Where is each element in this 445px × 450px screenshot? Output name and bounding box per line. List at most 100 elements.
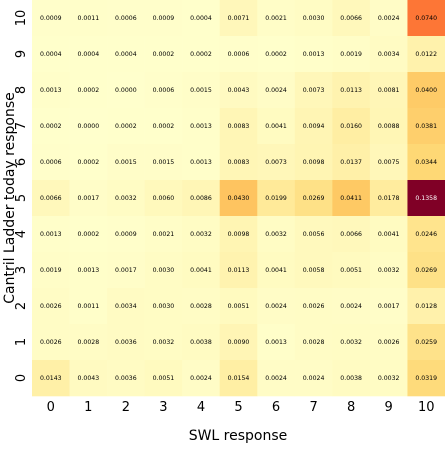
heatmap-cell-r6-c7 bbox=[294, 144, 333, 181]
cell-value-label: 0.0015 bbox=[153, 159, 175, 166]
heatmap-cell-r9-c1 bbox=[69, 36, 108, 73]
cell-value-label: 0.0026 bbox=[40, 303, 62, 310]
cell-value-label: 0.0032 bbox=[340, 339, 362, 346]
heatmap-cell-r5-c3 bbox=[144, 180, 183, 217]
heatmap-cell-r3-c7 bbox=[294, 252, 333, 289]
heatmap-cell-r1-c8 bbox=[332, 324, 371, 361]
cell-value-label: 0.0028 bbox=[303, 339, 325, 346]
heatmap-cell-r10-c9 bbox=[369, 0, 408, 37]
cell-value-label: 0.0122 bbox=[415, 51, 437, 58]
heatmap-cell-r4-c0 bbox=[32, 216, 70, 253]
x-tick-label: 5 bbox=[234, 400, 242, 415]
heatmap-cell-r7-c0 bbox=[32, 108, 70, 145]
cell-value-label: 0.0381 bbox=[415, 123, 437, 130]
heatmap-cell-r0-c7 bbox=[294, 360, 333, 397]
heatmap-cell-r5-c4 bbox=[182, 180, 221, 217]
heatmap-cell-r4-c10 bbox=[407, 216, 445, 253]
cell-value-label: 0.0004 bbox=[77, 51, 99, 58]
cell-value-label: 0.0066 bbox=[340, 15, 362, 22]
cell-value-label: 0.0021 bbox=[265, 15, 287, 22]
cell-value-label: 0.0032 bbox=[153, 339, 175, 346]
cell-value-label: 0.0030 bbox=[153, 267, 175, 274]
cell-value-label: 0.0137 bbox=[340, 159, 362, 166]
cell-value-label: 0.0032 bbox=[378, 267, 400, 274]
y-tick-label: 0 bbox=[14, 374, 29, 382]
heatmap-cell-r0-c1 bbox=[69, 360, 108, 397]
cell-value-label: 0.0024 bbox=[190, 375, 212, 382]
heatmap-cell-r5-c1 bbox=[69, 180, 108, 217]
heatmap-cell-r8-c0 bbox=[32, 72, 70, 109]
y-tick-label: 2 bbox=[14, 302, 29, 310]
cell-value-label: 0.0024 bbox=[303, 375, 325, 382]
heatmap-cell-r9-c8 bbox=[332, 36, 371, 73]
heatmap-cell-r10-c0 bbox=[32, 0, 70, 37]
cell-value-label: 0.0430 bbox=[228, 195, 250, 202]
heatmap-cell-r9-c3 bbox=[144, 36, 183, 73]
heatmap-cell-r2-c0 bbox=[32, 288, 70, 325]
heatmap-cell-r3-c1 bbox=[69, 252, 108, 289]
cell-value-label: 0.0032 bbox=[378, 375, 400, 382]
cell-value-label: 0.0066 bbox=[340, 231, 362, 238]
heatmap-cell-labels: 0.0009 0.0011 0.0006 0.0009 0.0004 0.0071 0.00… bbox=[40, 15, 437, 382]
cell-value-label: 0.0013 bbox=[40, 231, 62, 238]
heatmap-cell-r4-c1 bbox=[69, 216, 108, 253]
y-tick-label: 9 bbox=[14, 50, 29, 58]
cell-value-label: 0.0036 bbox=[115, 375, 137, 382]
heatmap-cell-r6-c6 bbox=[257, 144, 296, 181]
x-axis-ticks: 0 1 2 3 4 5 6 7 8 9 10 bbox=[47, 400, 435, 415]
cell-value-label: 0.0154 bbox=[228, 375, 250, 382]
heatmap-cell-r9-c0 bbox=[32, 36, 70, 73]
cell-value-label: 0.0009 bbox=[153, 15, 175, 22]
cell-value-label: 0.0004 bbox=[115, 51, 137, 58]
heatmap-cell-r3-c8 bbox=[332, 252, 371, 289]
heatmap-cell-r1-c10 bbox=[407, 324, 445, 361]
heatmap-cell-r6-c1 bbox=[69, 144, 108, 181]
cell-value-label: 0.0026 bbox=[40, 339, 62, 346]
x-tick-label: 9 bbox=[385, 400, 393, 415]
cell-value-label: 0.0066 bbox=[40, 195, 62, 202]
heatmap-cell-r5-c6 bbox=[257, 180, 296, 217]
cell-value-label: 0.0011 bbox=[77, 15, 99, 22]
cell-value-label: 0.0002 bbox=[153, 51, 175, 58]
heatmap-cell-r1-c5 bbox=[219, 324, 258, 361]
heatmap-cell-r3-c5 bbox=[219, 252, 258, 289]
cell-value-label: 0.0004 bbox=[40, 51, 62, 58]
cell-value-label: 0.0011 bbox=[77, 303, 99, 310]
y-tick-label: 7 bbox=[14, 122, 29, 130]
heatmap-cell-r10-c2 bbox=[107, 0, 145, 37]
cell-value-label: 0.0015 bbox=[115, 159, 137, 166]
cell-value-label: 0.0019 bbox=[40, 267, 62, 274]
cell-value-label: 0.0030 bbox=[153, 303, 175, 310]
cell-value-label: 0.0026 bbox=[303, 303, 325, 310]
heatmap-cell-r6-c5 bbox=[219, 144, 258, 181]
heatmap-cell-r6-c3 bbox=[144, 144, 183, 181]
cell-value-label: 0.0043 bbox=[228, 87, 250, 94]
heatmap-cell-r9-c10 bbox=[407, 36, 445, 73]
cell-value-label: 0.0034 bbox=[115, 303, 137, 310]
heatmap-cell-r10-c8 bbox=[332, 0, 371, 37]
y-axis-label: Cantril Ladder today response bbox=[2, 92, 18, 304]
heatmap-cell-r7-c8 bbox=[332, 108, 371, 145]
cell-value-label: 0.0400 bbox=[415, 87, 437, 94]
heatmap-cell-r0-c5 bbox=[219, 360, 258, 397]
heatmap-cell-r8-c6 bbox=[257, 72, 296, 109]
cell-value-label: 0.0086 bbox=[190, 195, 212, 202]
cell-value-label: 0.0344 bbox=[415, 159, 437, 166]
heatmap-cell-r7-c10 bbox=[407, 108, 445, 145]
x-tick-label: 2 bbox=[122, 400, 130, 415]
y-tick-label: 8 bbox=[14, 86, 29, 94]
heatmap-cell-r10-c10 bbox=[407, 0, 445, 37]
heatmap-cell-r1-c3 bbox=[144, 324, 183, 361]
cell-value-label: 0.0009 bbox=[40, 15, 62, 22]
heatmap-cell-r3-c2 bbox=[107, 252, 145, 289]
cell-value-label: 0.0088 bbox=[378, 123, 400, 130]
cell-value-label: 0.0000 bbox=[77, 123, 99, 130]
cell-value-label: 0.0024 bbox=[340, 303, 362, 310]
cell-value-label: 0.0090 bbox=[228, 339, 250, 346]
heatmap-cell-r1-c9 bbox=[369, 324, 408, 361]
cell-value-label: 0.0002 bbox=[153, 123, 175, 130]
heatmap-cell-r8-c3 bbox=[144, 72, 183, 109]
heatmap-cell-r5-c5 bbox=[219, 180, 258, 217]
cell-value-label: 0.0019 bbox=[340, 51, 362, 58]
heatmap-cell-r10-c3 bbox=[144, 0, 183, 37]
